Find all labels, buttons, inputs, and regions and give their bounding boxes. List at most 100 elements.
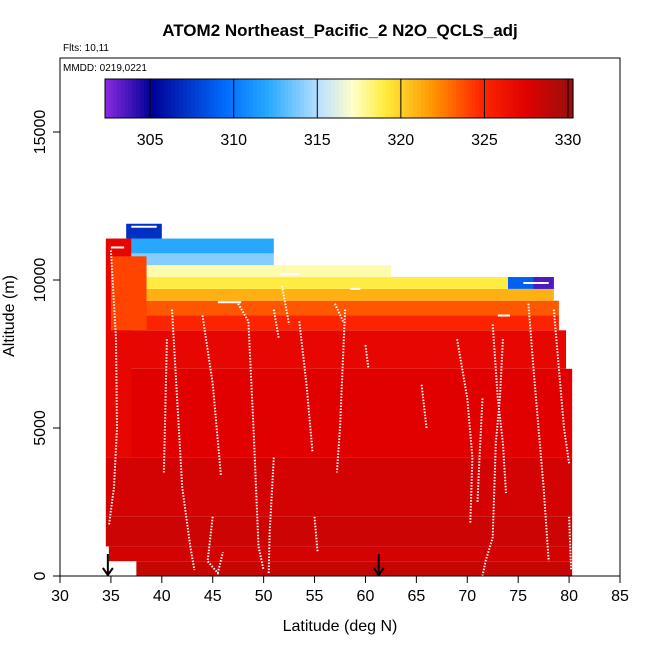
colorbar-segment [561, 79, 566, 118]
colorbar-segment [565, 79, 570, 118]
colorbar-segment [272, 79, 278, 118]
colorbar-segment [214, 79, 219, 118]
colorbar-segment [261, 79, 266, 118]
x-tick-label: 85 [611, 588, 629, 605]
colorbar-segment [374, 79, 379, 118]
colorbar-segment [514, 79, 519, 118]
colorbar-segment [479, 79, 484, 118]
colorbar-segment [487, 79, 492, 118]
colorbar-segment [339, 79, 344, 118]
y-tick-label: 10000 [32, 258, 49, 303]
colorbar-segment [303, 79, 309, 118]
colorbar-tick-label: 325 [471, 132, 498, 149]
colorbar-segment [105, 79, 110, 118]
colorbar-segment [436, 79, 441, 118]
colorbar-segment [401, 79, 406, 118]
x-tick-label: 75 [509, 588, 527, 605]
colorbar-segment [315, 79, 321, 118]
colorbar-segment [534, 79, 539, 118]
colorbar-segment [444, 79, 449, 118]
colorbar-segment [264, 79, 270, 118]
curtain-cell [110, 238, 274, 254]
colorbar-tick-label: 320 [387, 132, 414, 149]
colorbar-segment [327, 79, 332, 118]
colorbar: 305 310 315 320 325 330 [104, 78, 581, 149]
colorbar-segment [323, 79, 328, 118]
colorbar-segment [537, 79, 543, 118]
colorbar-segment [136, 79, 141, 118]
flight-track-segment [206, 516, 224, 576]
x-tick-label: 35 [102, 588, 120, 605]
curtain-cell [110, 288, 554, 301]
colorbar-segment [120, 79, 126, 118]
flight-track-segment [281, 285, 291, 325]
colorbar-segment [296, 79, 301, 118]
colorbar-segment [257, 79, 262, 118]
colorbar-segment [389, 79, 395, 118]
colorbar-segment [288, 79, 293, 118]
curtain-edge-cell [110, 256, 147, 331]
colorbar-tick-label: 310 [220, 132, 247, 149]
flight-track-segment [364, 344, 370, 369]
flight-track-segment [272, 309, 280, 340]
colorbar-segment [300, 79, 305, 118]
colorbar-segment [459, 79, 465, 118]
colorbar-segment [541, 79, 547, 118]
colorbar-segment [335, 79, 340, 118]
curtain-cell [105, 457, 573, 517]
flight-track-segment [456, 339, 474, 523]
colorbar-segment [331, 79, 336, 118]
colorbar-segment [448, 79, 453, 118]
colorbar-segment [194, 79, 200, 118]
flight-track-segment [298, 321, 314, 452]
colorbar-segment [108, 79, 114, 118]
colorbar-segment [167, 79, 172, 118]
flight-track-segment [267, 457, 275, 574]
curtain-cell [110, 330, 567, 369]
flight-track-segment [237, 303, 265, 571]
colorbar-segment [311, 79, 317, 118]
colorbar-segment [159, 79, 165, 118]
colorbar-segment [475, 79, 480, 118]
colorbar-segment [370, 79, 375, 118]
curtain-cell [110, 265, 391, 278]
flight-track-segment [420, 383, 428, 429]
x-tick-label: 55 [306, 588, 324, 605]
colorbar-segment [452, 79, 457, 118]
arrow-head [102, 567, 114, 577]
colorbar-segment [128, 79, 133, 118]
colorbar-segment [549, 79, 555, 118]
colorbar-segment [526, 79, 531, 118]
plot-area [105, 223, 573, 577]
y-axis-label: Altitude (m) [1, 275, 18, 357]
colorbar-segment [233, 79, 239, 118]
x-tick-label: 65 [407, 588, 425, 605]
colorbar-segment [342, 79, 348, 118]
x-axis-label: Latitude (deg N) [283, 618, 398, 635]
colorbar-segment [530, 79, 535, 118]
colorbar-segment [467, 79, 473, 118]
curtain-cell [110, 368, 573, 458]
colorbar-segment [171, 79, 176, 118]
curtain-cell [136, 561, 573, 576]
colorbar-segment [463, 79, 469, 118]
colorbar-segment [175, 79, 180, 118]
colorbar-segment [163, 79, 168, 118]
colorbar-segment [249, 79, 254, 118]
curtain-cell [108, 546, 573, 562]
colorbar-segment [428, 79, 434, 118]
curtain-cell [110, 300, 559, 316]
colorbar-segment [350, 79, 356, 118]
flight-track-segment [107, 250, 119, 526]
y-tick-label: 15000 [32, 110, 49, 155]
colorbar-segment [151, 79, 157, 118]
colorbar-segment [218, 79, 223, 118]
x-tick-label: 45 [204, 588, 222, 605]
colorbar-segment [319, 79, 324, 118]
flight-track-segment [481, 339, 504, 577]
colorbar-segment [268, 79, 274, 118]
colorbar-segment [354, 79, 360, 118]
colorbar-segment [502, 79, 508, 118]
colorbar-segment [280, 79, 285, 118]
arrow-head [372, 567, 385, 577]
